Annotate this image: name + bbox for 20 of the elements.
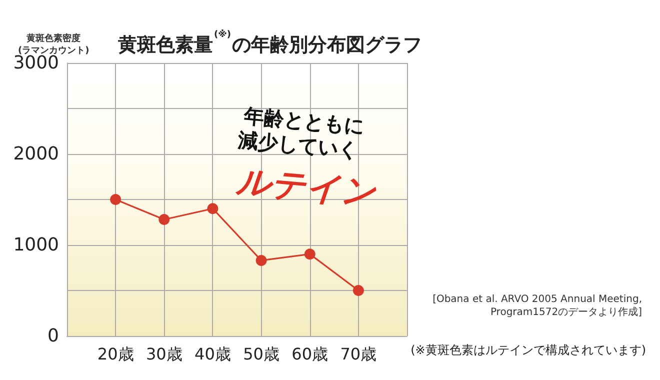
point	[304, 248, 316, 260]
y-tick-label: 0	[48, 326, 59, 346]
point	[158, 214, 170, 226]
point	[352, 285, 364, 296]
x-tick-label: 20歳	[97, 344, 134, 364]
y-axis-title: 黄斑色素密度 (ラマンカウント)	[18, 33, 90, 56]
x-tick-label: 40歳	[194, 344, 231, 364]
x-tick-label: 70歳	[340, 344, 377, 364]
y-tick-label: 2000	[13, 144, 59, 164]
point	[110, 194, 122, 205]
text: [Obana et al. ARVO 2005 Annual Meeting, Program1572のデータより作成]	[432, 293, 642, 319]
x-tick-label: 50歳	[243, 344, 280, 364]
chart-title: 黄斑色素量$^{(※)}$の年齢別分布図グラフ	[118, 30, 422, 58]
point	[207, 203, 218, 214]
annotation: ルテイン	[234, 160, 378, 216]
x-tick-label: 30歳	[146, 344, 182, 364]
y-tick-label: 1000	[13, 234, 59, 256]
point	[256, 254, 267, 266]
x-tick-label: 60歳	[292, 344, 328, 364]
text: (※黄斑色素はルテインで構成されています)	[410, 342, 646, 359]
